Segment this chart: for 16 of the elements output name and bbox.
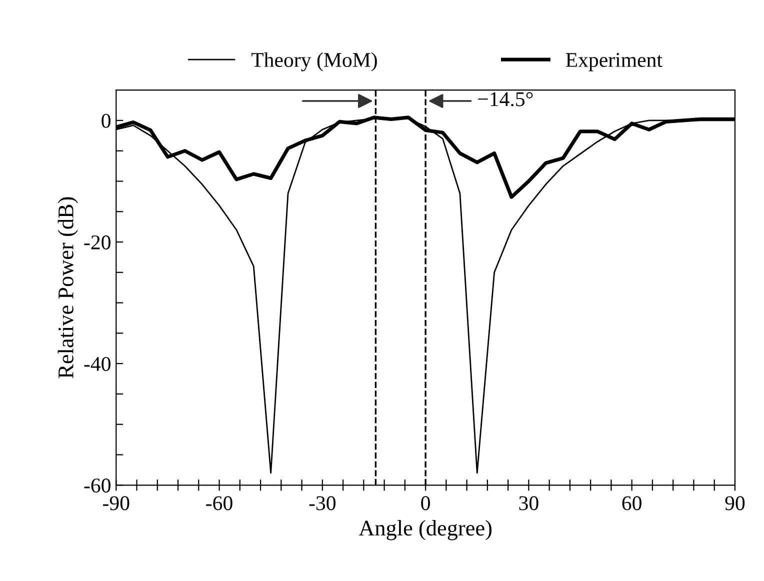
x-tick-label: -30 (309, 496, 336, 510)
x-tick-label: 90 (725, 496, 745, 510)
y-tick-label: 0 (102, 114, 110, 128)
y-tick-label: -60 (84, 478, 110, 493)
legend-label: Theory (MoM) (251, 52, 377, 72)
x-axis-title: Angle (degree) (358, 520, 492, 540)
x-tick-label: -60 (206, 496, 232, 510)
y-axis-title: Relative Power (dB) (58, 197, 78, 378)
x-tick-label: 30 (519, 496, 538, 510)
x-tick-label: -90 (103, 496, 130, 510)
x-tick-label: 0 (421, 496, 430, 510)
y-tick-label: -40 (84, 356, 110, 372)
annotation: −14.5° (478, 92, 533, 106)
y-tick-label: -20 (84, 235, 110, 250)
x-tick-label: 60 (622, 496, 642, 510)
legend-label: Experiment (566, 53, 662, 72)
